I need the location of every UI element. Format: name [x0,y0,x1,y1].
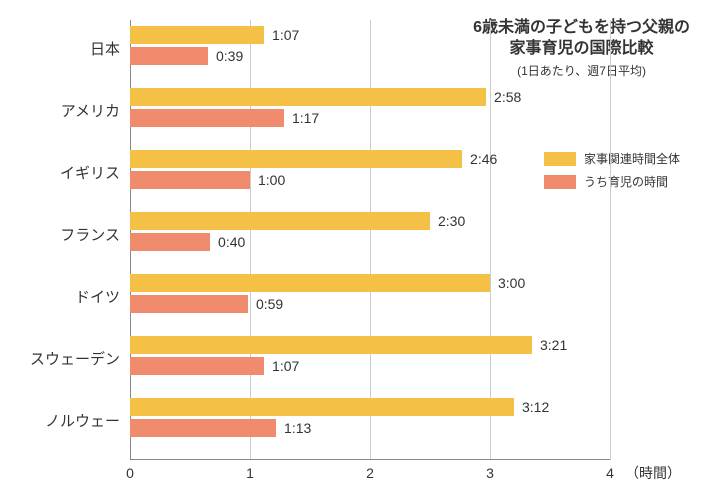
xtick-label: 1 [246,465,254,481]
bar-value-label: 0:40 [218,234,245,250]
gridline [490,20,491,460]
plot-area: 1:07 0:39 2:58 1:17 2:46 1:00 2:30 0:40 3:00 0:59… [130,20,610,460]
category-label: ドイツ [75,286,120,307]
category-label: 日本 [90,38,120,59]
gridline [370,20,371,460]
xtick-label: 4 [606,465,614,481]
baseline [130,459,610,460]
bar [130,419,276,437]
bar [130,88,486,106]
bar [130,233,210,251]
gridline [610,20,611,460]
bar [130,171,250,189]
bar-value-label: 0:59 [256,296,283,312]
category-label: フランス [60,224,120,245]
bar [130,26,264,44]
category-label: イギリス [60,162,120,183]
bar-value-label: 1:07 [272,27,299,43]
bar [130,212,430,230]
bar-value-label: 1:07 [272,358,299,374]
bar [130,109,284,127]
xtick-label: 3 [486,465,494,481]
bar [130,274,490,292]
bar [130,398,514,416]
bar [130,357,264,375]
bar-value-label: 2:30 [438,213,465,229]
bar-value-label: 3:12 [522,399,549,415]
xtick-label: 2 [366,465,374,481]
bar-value-label: 2:46 [470,151,497,167]
category-label: アメリカ [61,100,120,121]
bar-value-label: 1:13 [284,420,311,436]
bar [130,47,208,65]
xtick-label: 0 [126,465,134,481]
bar-value-label: 1:17 [292,110,319,126]
category-label: ノルウェー [45,410,120,431]
category-label: スウェーデン [30,348,120,369]
bar-value-label: 1:00 [258,172,285,188]
bar-value-label: 3:00 [498,275,525,291]
xaxis-label: （時間） [625,463,681,483]
gridline [250,20,251,460]
bar [130,150,462,168]
chart-container: 6歳未満の子どもを持つ父親の 家事育児の国際比較 (1日あたり、週7日平均) 家… [0,0,720,503]
bar [130,295,248,313]
bar [130,336,532,354]
bar-value-label: 3:21 [540,337,567,353]
bar-value-label: 2:58 [494,89,521,105]
bar-value-label: 0:39 [216,48,243,64]
